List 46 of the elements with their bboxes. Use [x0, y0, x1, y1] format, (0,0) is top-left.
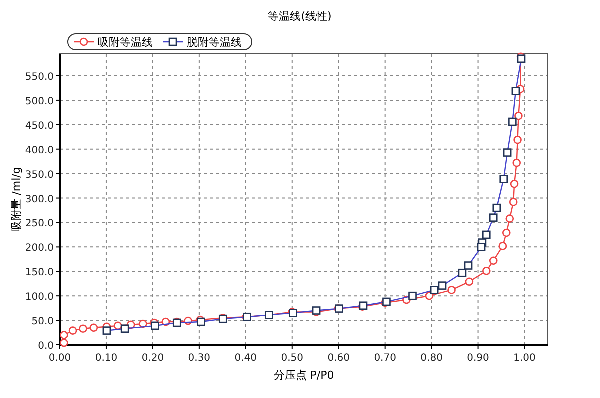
x-tick-label: 0.40: [234, 353, 258, 364]
y-tick-label: 0.0: [38, 341, 54, 352]
y-tick-label: 550.0: [25, 72, 54, 84]
x-tick-label: 0.80: [420, 353, 443, 364]
x-tick-label: 0.00: [48, 353, 72, 364]
x-tick-label: 0.50: [281, 353, 304, 364]
x-tick-label: 0.20: [142, 353, 164, 364]
x-tick-label: 0.90: [467, 353, 490, 364]
y-tick-label: 200.0: [25, 243, 54, 254]
point: [502, 228, 511, 238]
y-tick-label: 450.0: [25, 120, 54, 132]
point: [514, 112, 523, 120]
point: [68, 326, 78, 335]
y-tick-label: 400.0: [25, 145, 54, 156]
point: [60, 331, 68, 340]
point: [465, 278, 474, 286]
y-axis-title: 吸附量 /ml/g: [10, 167, 23, 232]
x-tick-label: 0.30: [188, 353, 211, 364]
legend-label: 脱附等温线: [187, 36, 242, 49]
point: [60, 338, 68, 348]
point: [448, 286, 456, 294]
point: [512, 158, 522, 168]
point: [90, 324, 98, 332]
point: [482, 267, 491, 276]
point: [510, 180, 519, 188]
point: [506, 214, 514, 223]
point: [514, 136, 522, 144]
x-axis-title: 分压点 P/P0: [274, 369, 334, 382]
point: [425, 292, 434, 300]
x-tick-label: 0.10: [95, 353, 118, 364]
point: [498, 242, 508, 250]
y-tick-label: 50.0: [32, 316, 54, 328]
y-tick-label: 150.0: [25, 268, 54, 279]
x-tick-label: 0.70: [374, 353, 396, 364]
y-tick-label: 100.0: [25, 292, 54, 304]
x-tick-label: 1.00: [514, 353, 536, 364]
y-tick-label: 250.0: [25, 218, 54, 230]
y-tick-label: 350.0: [25, 170, 54, 181]
point: [79, 324, 88, 334]
y-tick-label: 500.0: [25, 96, 54, 108]
chart-title: 等温线(线性): [268, 10, 332, 23]
x-tick-label: 0.60: [328, 353, 350, 364]
point: [489, 256, 498, 266]
legend-label: 吸附等温线: [98, 36, 153, 49]
y-tick-label: 300.0: [25, 194, 54, 206]
point: [509, 198, 518, 206]
